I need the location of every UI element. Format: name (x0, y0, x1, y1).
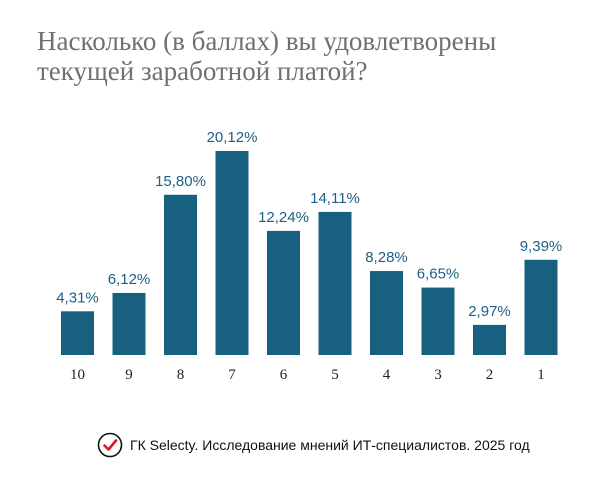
x-tick-7: 7 (228, 367, 236, 383)
bar-9 (112, 292, 146, 355)
x-tick-4: 4 (383, 367, 391, 383)
bar-6 (267, 230, 300, 355)
data-label-7: 20,12% (207, 129, 258, 146)
bar-4 (370, 271, 403, 355)
x-tick-9: 9 (125, 367, 133, 383)
bar-1 (524, 259, 558, 355)
bar-2 (473, 324, 506, 355)
data-label-5: 14,11% (310, 190, 360, 207)
checkmark-circle-icon (97, 432, 123, 458)
data-label-1: 9,39% (520, 238, 563, 255)
data-label-2: 2,97% (468, 303, 511, 320)
data-label-3: 6,65% (417, 266, 460, 283)
x-tick-3: 3 (434, 367, 442, 383)
bar-10 (61, 311, 94, 355)
bar-3 (421, 287, 455, 355)
x-tick-10: 10 (70, 367, 85, 383)
bar-5 (318, 211, 352, 355)
data-label-8: 15,80% (155, 173, 206, 190)
footer-text: ГК Selecty. Исследование мнений ИТ-специ… (130, 437, 530, 453)
bar-8 (164, 194, 197, 355)
x-tick-5: 5 (331, 367, 339, 383)
x-tick-8: 8 (177, 367, 185, 383)
footer-source: ГК Selecty. Исследование мнений ИТ-специ… (97, 432, 530, 458)
data-label-10: 4,31% (56, 289, 99, 306)
data-label-6: 12,24% (258, 209, 309, 226)
x-tick-2: 2 (486, 367, 494, 383)
bar-chart: 4,31% 6,12% 15,80% 20,12% 12,24%14,11% 8,28% 6… (56, 129, 563, 383)
bar-7 (215, 151, 249, 355)
x-tick-6: 6 (280, 367, 288, 383)
data-label-4: 8,28% (365, 249, 408, 266)
x-tick-1: 1 (537, 367, 545, 383)
chart-title: Насколько (в баллах) вы удовлетворены те… (37, 26, 497, 86)
data-label-9: 6,12% (108, 271, 151, 288)
